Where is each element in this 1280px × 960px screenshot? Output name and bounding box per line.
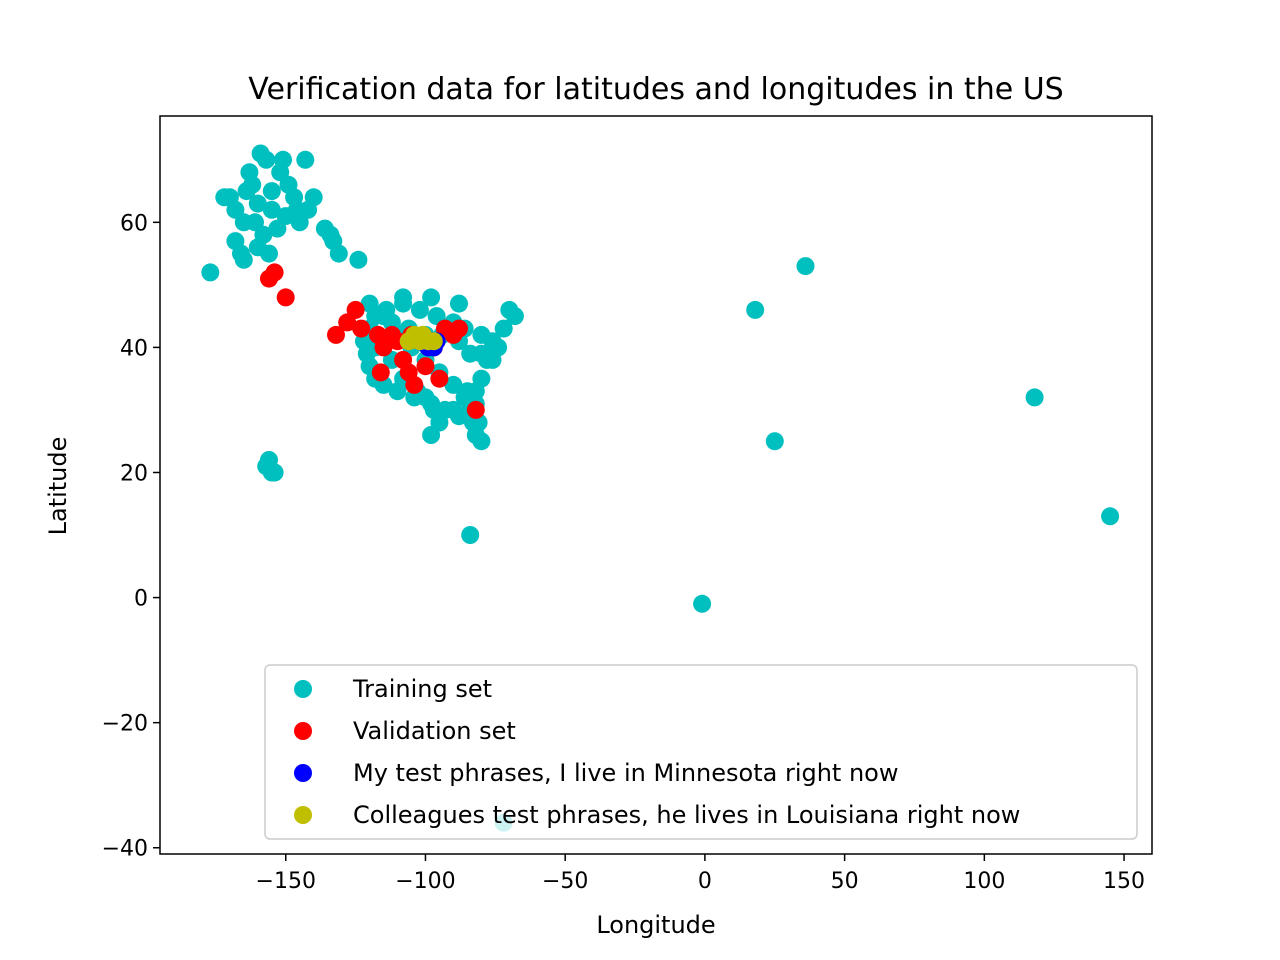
legend-label-2: My test phrases, I live in Minnesota rig… [353, 759, 899, 787]
series-0-point-71 [444, 400, 463, 419]
series-0-point-23 [246, 213, 264, 232]
series-0-point-105 [765, 432, 784, 451]
legend-box [264, 664, 1138, 840]
series-1-point-17 [450, 319, 468, 338]
series-0-point-106 [1025, 388, 1044, 407]
series-0-point-33 [234, 250, 253, 269]
series-0-point-94 [450, 294, 468, 313]
series-1-point-19 [371, 363, 390, 382]
legend-label-3: Colleagues test phrases, he lives in Lou… [353, 801, 1020, 829]
series-0-point-34 [201, 263, 220, 282]
series-0-point-91 [483, 350, 502, 369]
series-0-point-2 [262, 182, 281, 201]
series-0-point-107 [1101, 507, 1120, 526]
x-tick-label: 50 [831, 869, 859, 894]
series-0-point-70 [455, 388, 474, 407]
x-tick-label: −150 [256, 869, 316, 894]
series-0-point-31 [299, 200, 318, 219]
x-axis-ticks: −150 −100 −50 0 50 100 150 [256, 854, 1145, 894]
y-tick-label: 60 [120, 211, 148, 236]
series-0-point-103 [746, 300, 765, 319]
y-tick-label: 0 [134, 587, 148, 612]
series-0-point-22 [262, 200, 281, 219]
series-1-point-2 [276, 288, 295, 307]
legend-marker-3 [294, 806, 312, 824]
x-tick-label: 0 [698, 869, 712, 894]
series-0-point-18 [215, 188, 234, 207]
x-tick-label: 150 [1103, 869, 1145, 894]
series-0-point-101 [265, 463, 284, 482]
series-0-point-102 [461, 526, 480, 544]
plot-marks [201, 144, 1120, 832]
legend-marker-0 [294, 680, 312, 698]
series-0-point-19 [251, 144, 270, 163]
series-1-point-12 [405, 375, 424, 394]
y-tick-label: −40 [102, 837, 148, 862]
series-0-point-84 [382, 313, 401, 332]
y-axis-label: Latitude [44, 437, 72, 536]
series-0-point-93 [422, 288, 441, 307]
series-3 [399, 325, 443, 351]
series-1-point-1 [265, 263, 284, 282]
series-0-point-83 [366, 307, 385, 326]
series-0-point-56 [410, 300, 429, 319]
series-1-point-21 [430, 369, 449, 388]
series-1-point-6 [352, 319, 371, 338]
series-0-point-29 [329, 244, 348, 263]
legend-label-1: Validation set [353, 717, 516, 745]
series-1-point-13 [416, 357, 435, 376]
series-0-point-76 [405, 388, 424, 407]
series-0-point-64 [505, 307, 524, 326]
series-0-point-24 [237, 182, 256, 201]
y-axis-ticks: −40 −20 0 20 40 60 [102, 211, 160, 862]
x-axis-label: Longitude [596, 911, 715, 939]
series-0-point-11 [240, 163, 259, 182]
series-3-point-5 [424, 332, 443, 351]
y-tick-label: 40 [120, 336, 148, 361]
series-0-point-1 [248, 194, 267, 213]
x-tick-label: 100 [963, 869, 1005, 894]
series-0-point-16 [260, 244, 278, 263]
plot-frame [159, 115, 1153, 855]
series-0-point-25 [296, 150, 315, 169]
series-0-point-108 [693, 594, 712, 613]
series-0-point-35 [349, 250, 368, 269]
series-1-point-5 [346, 300, 365, 319]
series-0-point-42 [444, 375, 463, 394]
legend: Training set Validation set My test phrase… [264, 664, 1138, 840]
series-0-point-14 [279, 175, 298, 194]
series-0-point-30 [321, 225, 340, 244]
series-0-point-62 [494, 319, 513, 338]
series-0-point-92 [394, 288, 413, 307]
legend-label-0: Training set [352, 675, 492, 703]
series-0-point-77 [388, 382, 407, 401]
legend-marker-1 [294, 722, 312, 740]
series-0-point-20 [274, 150, 292, 169]
legend-marker-2 [294, 764, 312, 782]
chart-title: Verification data for latitudes and long… [248, 72, 1063, 107]
y-tick-label: 20 [120, 461, 148, 486]
series-1-point-18 [466, 400, 485, 419]
series-0-point-13 [268, 219, 287, 238]
series-1-point-22 [382, 325, 401, 344]
series-0-point-32 [226, 232, 245, 251]
series-0-point-73 [422, 426, 441, 444]
x-tick-label: −50 [542, 869, 588, 894]
x-tick-label: −100 [395, 869, 455, 894]
series-0-point-104 [796, 257, 815, 276]
y-tick-label: −20 [102, 712, 148, 737]
series-1-point-3 [327, 325, 345, 344]
